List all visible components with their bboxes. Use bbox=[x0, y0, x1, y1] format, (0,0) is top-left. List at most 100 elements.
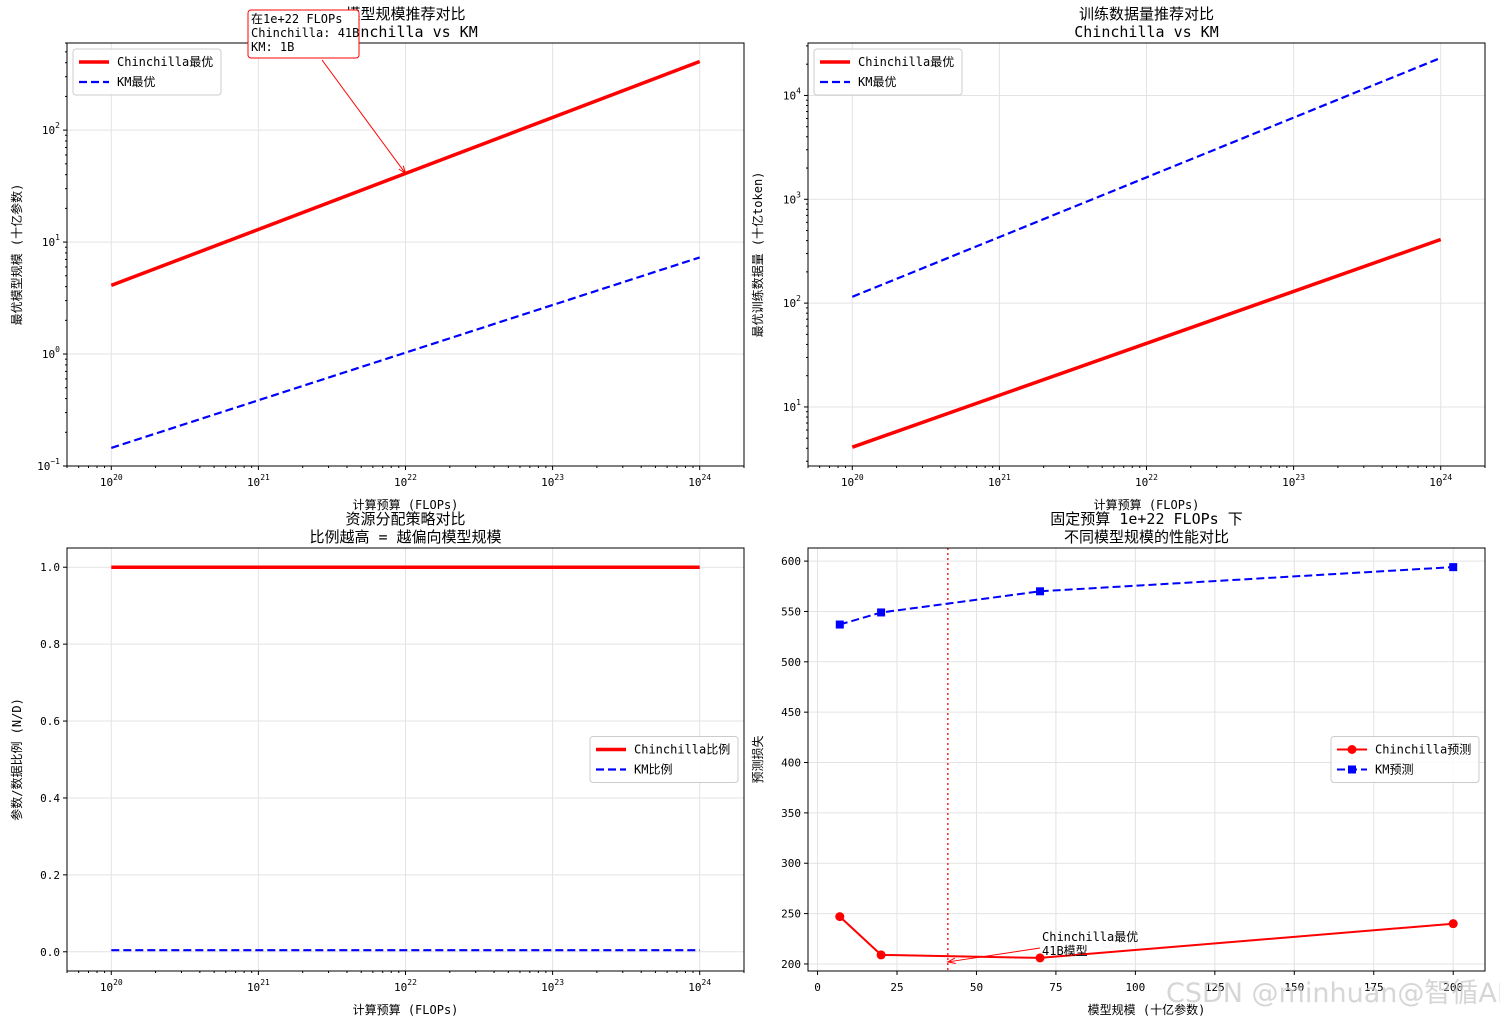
annotation-text-line: 在1e+22 FLOPs bbox=[251, 12, 342, 26]
legend: Chinchilla预测 KM预测 bbox=[1330, 736, 1480, 783]
series-line-1 bbox=[110, 256, 701, 449]
x-tick-label: 1024 bbox=[1429, 473, 1452, 489]
x-tick-base: 10 bbox=[100, 476, 113, 489]
y-tick-label: 103 bbox=[783, 190, 801, 206]
x-tick-exponent: 24 bbox=[702, 473, 712, 482]
annotation-box bbox=[247, 9, 360, 59]
data-point-marker bbox=[877, 608, 886, 617]
panel-training-data: 1020 1021 1022 1023 1024101102103104训练数据量推荐对… bbox=[750, 5, 1486, 512]
data-point-marker bbox=[1449, 563, 1458, 572]
series-line-0 bbox=[851, 237, 1442, 449]
y-tick-base: 10 bbox=[42, 236, 55, 249]
annotation-text-line: Chinchilla: 41B bbox=[251, 26, 359, 40]
x-tick-label: 1020 bbox=[841, 473, 864, 489]
series-line-0 bbox=[839, 915, 1454, 959]
x-tick-label: 1023 bbox=[541, 978, 564, 994]
x-tick-label: 1020 bbox=[100, 473, 123, 489]
y-tick-label: 400 bbox=[781, 757, 801, 770]
axes-frame bbox=[807, 547, 1486, 972]
x-tick-base: 10 bbox=[247, 981, 260, 994]
x-tick-base: 10 bbox=[394, 981, 407, 994]
data-point-marker bbox=[1448, 919, 1458, 929]
x-tick-base: 10 bbox=[1135, 476, 1148, 489]
legend: Chinchilla最优 KM最优 bbox=[813, 48, 963, 96]
chart-title-line: 模型规模推荐对比 bbox=[345, 5, 465, 23]
x-tick-label: 1022 bbox=[394, 473, 417, 489]
legend-label-1: KM最优 bbox=[117, 75, 155, 89]
x-tick-label: 1023 bbox=[541, 473, 564, 489]
x-tick-label: 1024 bbox=[688, 473, 711, 489]
y-tick-label: 0.4 bbox=[40, 792, 60, 805]
x-tick-label: 50 bbox=[970, 981, 983, 994]
y-tick-label: 450 bbox=[781, 706, 801, 719]
x-tick-label: 1022 bbox=[1135, 473, 1158, 489]
x-tick-label: 0 bbox=[814, 981, 821, 994]
panel-model-size: 1020 1021 1022 1023 102410−1100101102模型规模推荐对… bbox=[9, 5, 745, 512]
x-tick-exponent: 24 bbox=[702, 978, 712, 987]
x-axis-label: 计算预算 (FLOPs) bbox=[353, 497, 459, 512]
y-tick-exponent: 4 bbox=[796, 86, 801, 95]
x-tick-base: 10 bbox=[688, 981, 701, 994]
x-axis-label: 计算预算 (FLOPs) bbox=[353, 1002, 459, 1017]
annotation-text-line: 41B模型 bbox=[1042, 944, 1088, 958]
x-tick-exponent: 20 bbox=[113, 473, 123, 482]
y-tick-label: 1.0 bbox=[40, 561, 60, 574]
x-tick-exponent: 23 bbox=[554, 978, 564, 987]
chart-title-line: 资源分配策略对比 bbox=[345, 510, 465, 528]
y-axis-label: 预测损失 bbox=[750, 735, 765, 783]
y-tick-label: 104 bbox=[783, 86, 801, 102]
watermark-text: CSDN @minhuan@智循AI bbox=[1166, 978, 1500, 1009]
legend: Chinchilla比例 KM比例 bbox=[589, 736, 739, 783]
x-tick-exponent: 23 bbox=[1295, 473, 1305, 482]
x-tick-base: 10 bbox=[1282, 476, 1295, 489]
x-tick-label: 150 bbox=[1284, 981, 1304, 994]
chart-title-line: 训练数据量推荐对比 bbox=[1079, 5, 1214, 23]
legend-box bbox=[72, 48, 222, 96]
chart-title-line: 不同模型规模的性能对比 bbox=[1064, 528, 1229, 546]
x-tick-label: 1021 bbox=[988, 473, 1011, 489]
annotation-text-line: Chinchilla最优 bbox=[1042, 930, 1138, 944]
x-tick-exponent: 21 bbox=[1001, 473, 1011, 482]
x-tick-label: 1024 bbox=[688, 978, 711, 994]
x-tick-exponent: 22 bbox=[1148, 473, 1158, 482]
y-tick-label: 0.8 bbox=[40, 638, 60, 651]
x-tick-exponent: 21 bbox=[260, 473, 270, 482]
x-tick-label: 200 bbox=[1443, 981, 1463, 994]
y-tick-label: 600 bbox=[781, 555, 801, 568]
x-tick-exponent: 23 bbox=[554, 473, 564, 482]
x-tick-exponent: 20 bbox=[854, 473, 864, 482]
annotation-arrow-line bbox=[321, 59, 406, 174]
x-tick-label: 1021 bbox=[247, 473, 270, 489]
data-point-marker bbox=[835, 912, 845, 922]
legend-box bbox=[589, 736, 739, 783]
legend-label-1: KM比例 bbox=[634, 763, 672, 777]
y-tick-exponent: 1 bbox=[796, 398, 801, 407]
y-tick-base: 10 bbox=[42, 124, 55, 137]
x-tick-base: 10 bbox=[247, 476, 260, 489]
legend-label-0: Chinchilla比例 bbox=[634, 743, 730, 757]
y-tick-label: 0.6 bbox=[40, 715, 60, 728]
chart-title-line: Chinchilla vs KM bbox=[333, 23, 478, 41]
data-point-marker bbox=[1036, 587, 1045, 596]
x-tick-label: 75 bbox=[1049, 981, 1062, 994]
y-tick-base: 10 bbox=[783, 89, 796, 102]
y-tick-base: 10 bbox=[37, 460, 50, 473]
annotation-arrow-head bbox=[398, 165, 407, 175]
axes-frame bbox=[66, 547, 745, 972]
x-tick-base: 10 bbox=[541, 476, 554, 489]
y-tick-label: 300 bbox=[781, 857, 801, 870]
y-tick-exponent: 3 bbox=[796, 190, 801, 199]
legend-label-1: KM最优 bbox=[858, 75, 896, 89]
y-tick-label: 0.2 bbox=[40, 869, 60, 882]
y-axis-label: 最优模型规模 (十亿参数) bbox=[9, 184, 24, 326]
y-tick-label: 550 bbox=[781, 605, 801, 618]
x-tick-base: 10 bbox=[541, 981, 554, 994]
x-tick-label: 1023 bbox=[1282, 473, 1305, 489]
x-tick-label: 175 bbox=[1364, 981, 1384, 994]
data-point-marker bbox=[835, 620, 844, 629]
y-tick-exponent: 1 bbox=[55, 233, 60, 242]
x-tick-label: 100 bbox=[1125, 981, 1145, 994]
x-tick-exponent: 21 bbox=[260, 978, 270, 987]
y-tick-label: 0.0 bbox=[40, 946, 60, 959]
y-tick-label: 350 bbox=[781, 807, 801, 820]
